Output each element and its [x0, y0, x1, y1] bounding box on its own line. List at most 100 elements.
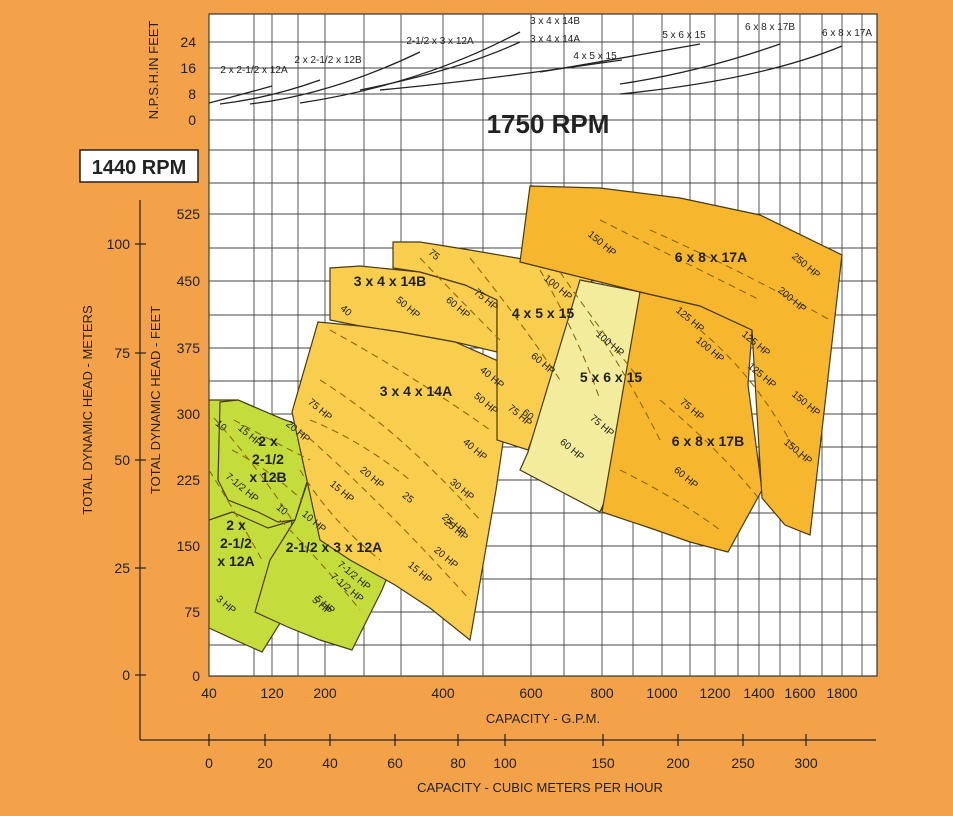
gpm-tick: 1600	[784, 685, 815, 701]
npsh-curve-5	[379, 59, 623, 91]
npsh-curve-8	[619, 45, 843, 95]
npsh-curve-6	[539, 43, 701, 73]
hp-line-0	[213, 417, 293, 521]
npsh-curve-0	[208, 85, 273, 104]
m3h-tick: 150	[591, 755, 615, 771]
gpm-tick: 40	[201, 685, 217, 701]
hp-line-10	[419, 257, 501, 341]
pump-regions	[209, 185, 843, 653]
head-meters-tick: 100	[107, 236, 131, 252]
head-meters-tick: 75	[114, 345, 130, 361]
axes	[135, 200, 876, 746]
npsh-curve-1	[219, 79, 321, 105]
hp-line-6	[279, 519, 361, 611]
m3h-axis-title: CAPACITY - CUBIC METERS PER HOUR	[417, 780, 663, 795]
gpm-tick: 800	[590, 685, 614, 701]
gpm-tick: 400	[431, 685, 455, 701]
head-feet-tick: 300	[177, 406, 201, 422]
npsh-curve-label: 5 x 6 x 15	[662, 30, 706, 41]
hp-line-15	[599, 219, 761, 301]
head-feet-axis-title: TOTAL DYNAMIC HEAD - FEET	[148, 306, 163, 494]
hp-line-16	[649, 229, 831, 321]
pump-model-label: 6 x 8 x 17A	[675, 249, 747, 265]
head-feet-tick: 225	[177, 472, 201, 488]
head-meters-axis-title: TOTAL DYNAMIC HEAD - METERS	[80, 305, 95, 515]
gpm-tick: 600	[519, 685, 543, 701]
npsh-curve-4	[359, 41, 521, 91]
hp-lines	[209, 219, 831, 611]
gpm-axis-title: CAPACITY - G.P.M.	[486, 711, 600, 726]
hp-line-14	[589, 319, 661, 441]
gpm-tick: 1000	[646, 685, 677, 701]
hp-line-19	[619, 469, 721, 531]
pump-model-label: 6 x 8 x 17B	[672, 433, 744, 449]
pump-model-label: 2 x	[226, 517, 246, 533]
npsh-curve-label: 6 x 8 x 17B	[745, 22, 795, 33]
npsh-curves	[208, 31, 843, 105]
hp-line-9	[299, 429, 471, 601]
npsh-tick: 8	[188, 86, 196, 102]
pump-model-label: 2-1/2 x 3 x 12A	[286, 539, 383, 555]
m3h-tick: 100	[493, 755, 517, 771]
m3h-tick: 60	[387, 755, 403, 771]
hp-line-17	[699, 329, 801, 461]
npsh-curve-label: 2-1/2 x 3 x 12A	[406, 36, 474, 47]
hp-line-3	[231, 449, 303, 501]
m3h-tick: 20	[257, 755, 273, 771]
head-meters-tick: 0	[122, 667, 130, 683]
m3h-tick: 80	[450, 755, 466, 771]
npsh-curve-2	[249, 51, 421, 105]
gpm-tick: 200	[313, 685, 337, 701]
gpm-tick: 1200	[699, 685, 730, 701]
region-3x4x14A	[291, 321, 515, 642]
gpm-tick: 1800	[826, 685, 857, 701]
head-feet-tick: 150	[177, 538, 201, 554]
pump-model-label: x 12B	[249, 469, 286, 485]
hp-line-7	[329, 329, 491, 431]
pump-model-label: 5 x 6 x 15	[580, 369, 642, 385]
rpm-main-title: 1750 RPM	[487, 109, 610, 139]
region-6x8x17A	[519, 185, 843, 536]
npsh-curve-7	[619, 43, 781, 85]
npsh-tick: 24	[180, 34, 196, 50]
npsh-curve-3	[299, 31, 521, 104]
npsh-curve-label: 2 x 2-1/2 x 12A	[220, 65, 288, 76]
head-feet-tick: 450	[177, 273, 201, 289]
pump-model-label: x 12A	[217, 553, 254, 569]
hp-line-18	[659, 399, 761, 501]
npsh-curve-label: 2 x 2-1/2 x 12B	[294, 55, 362, 66]
pump-model-label: 2-1/2	[252, 451, 284, 467]
head-meters-tick: 25	[114, 560, 130, 576]
pump-model-label: 3 x 4 x 14B	[354, 273, 426, 289]
npsh-curve-label: 3 x 4 x 14A	[530, 34, 580, 45]
gpm-tick: 1400	[743, 685, 774, 701]
pump-model-label: 4 x 5 x 15	[512, 305, 574, 321]
rpm-alt-title: 1440 RPM	[92, 157, 187, 179]
head-feet-tick: 375	[177, 340, 201, 356]
head-meters-tick: 50	[114, 452, 130, 468]
npsh-curve-label: 6 x 8 x 17A	[822, 28, 872, 39]
rpm-alt-box	[79, 149, 199, 183]
pump-model-label: 3 x 4 x 14A	[380, 383, 452, 399]
npsh-curve-label: 3 x 4 x 14B	[530, 16, 580, 27]
npsh-tick: 0	[188, 112, 196, 128]
hp-line-12	[539, 269, 601, 401]
region-4x5x15	[392, 241, 593, 451]
npsh-curve-label: 4 x 5 x 15	[573, 51, 617, 62]
m3h-tick: 300	[794, 755, 818, 771]
hp-line-2	[233, 419, 311, 461]
npsh-axis-title: N.P.S.H.IN FEET	[146, 21, 161, 120]
m3h-tick: 0	[205, 755, 213, 771]
hp-line-1	[209, 469, 263, 561]
hp-line-13	[559, 271, 641, 381]
pump-model-label: 2 x	[258, 433, 278, 449]
head-feet-tick: 525	[177, 206, 201, 222]
hp-line-11	[469, 257, 561, 381]
m3h-tick: 40	[322, 755, 338, 771]
hp-line-5	[299, 469, 381, 561]
m3h-tick: 250	[731, 755, 755, 771]
head-feet-tick: 75	[184, 604, 200, 620]
pump-model-label: 2-1/2	[220, 535, 252, 551]
head-feet-tick: 0	[192, 668, 200, 684]
